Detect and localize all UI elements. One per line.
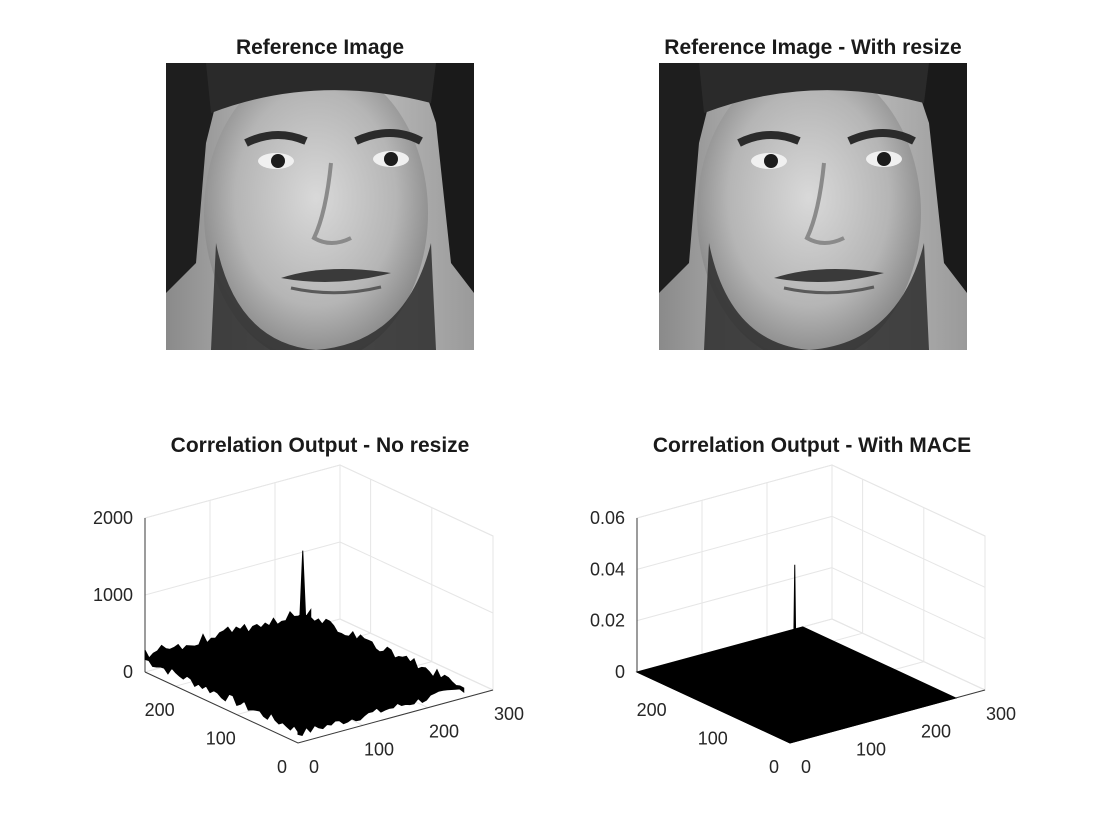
panel-2-title: Reference Image - With resize	[664, 36, 962, 59]
y-tick-label: 200	[145, 700, 175, 720]
x-tick-label: 100	[856, 739, 886, 759]
gridline	[339, 618, 494, 691]
z-tick-label: 0.04	[590, 559, 625, 579]
x-tick-label: 0	[309, 757, 319, 777]
face-photo-graphic-resized	[659, 63, 967, 350]
z-tick-label: 0.02	[590, 611, 625, 631]
y-tick-label: 100	[206, 729, 236, 749]
gridline	[636, 464, 833, 519]
panel-4-title: Correlation Output - With MACE	[652, 434, 972, 457]
y-tick-label: 0	[769, 757, 779, 777]
x-tick-label: 200	[429, 722, 459, 742]
panel-1-title: Reference Image	[235, 36, 405, 59]
correlation-peak	[297, 550, 309, 668]
surface-chart-2: 0 0.02 0.04 0.06 0 100 200 300 0 100 200	[590, 464, 1016, 777]
z-tick-label: 2000	[93, 508, 133, 528]
gridline	[144, 464, 341, 519]
reference-image	[166, 63, 474, 350]
floor-edge	[144, 671, 494, 744]
y-tick-label: 100	[698, 729, 728, 749]
surface-chart-1: 0 1000 2000 0 100 200 300 0 100 200	[93, 464, 524, 777]
gridline	[636, 515, 833, 570]
z-tick-label: 0.06	[590, 508, 625, 528]
gridline	[339, 464, 494, 537]
reference-image-resized	[659, 63, 967, 350]
y-tick-label: 200	[637, 700, 667, 720]
gridline	[831, 515, 986, 588]
panel-3-title: Correlation Output - No resize	[170, 434, 470, 457]
x-tick-label: 300	[986, 704, 1016, 724]
gridline	[831, 464, 986, 537]
surface-mesh	[144, 608, 465, 737]
correlation-peak	[792, 564, 797, 686]
x-tick-label: 300	[494, 704, 524, 724]
face-photo-graphic	[166, 63, 474, 350]
gridline	[636, 567, 833, 622]
x-tick-label: 200	[921, 722, 951, 742]
x-tick-label: 0	[801, 757, 811, 777]
gridline	[339, 541, 494, 614]
z-tick-label: 0	[615, 662, 625, 682]
gridline	[831, 618, 986, 691]
z-tick-label: 0	[123, 662, 133, 682]
z-tick-label: 1000	[93, 585, 133, 605]
gridline	[144, 541, 341, 596]
y-tick-label: 0	[277, 757, 287, 777]
x-tick-label: 100	[364, 739, 394, 759]
gridline	[831, 567, 986, 640]
